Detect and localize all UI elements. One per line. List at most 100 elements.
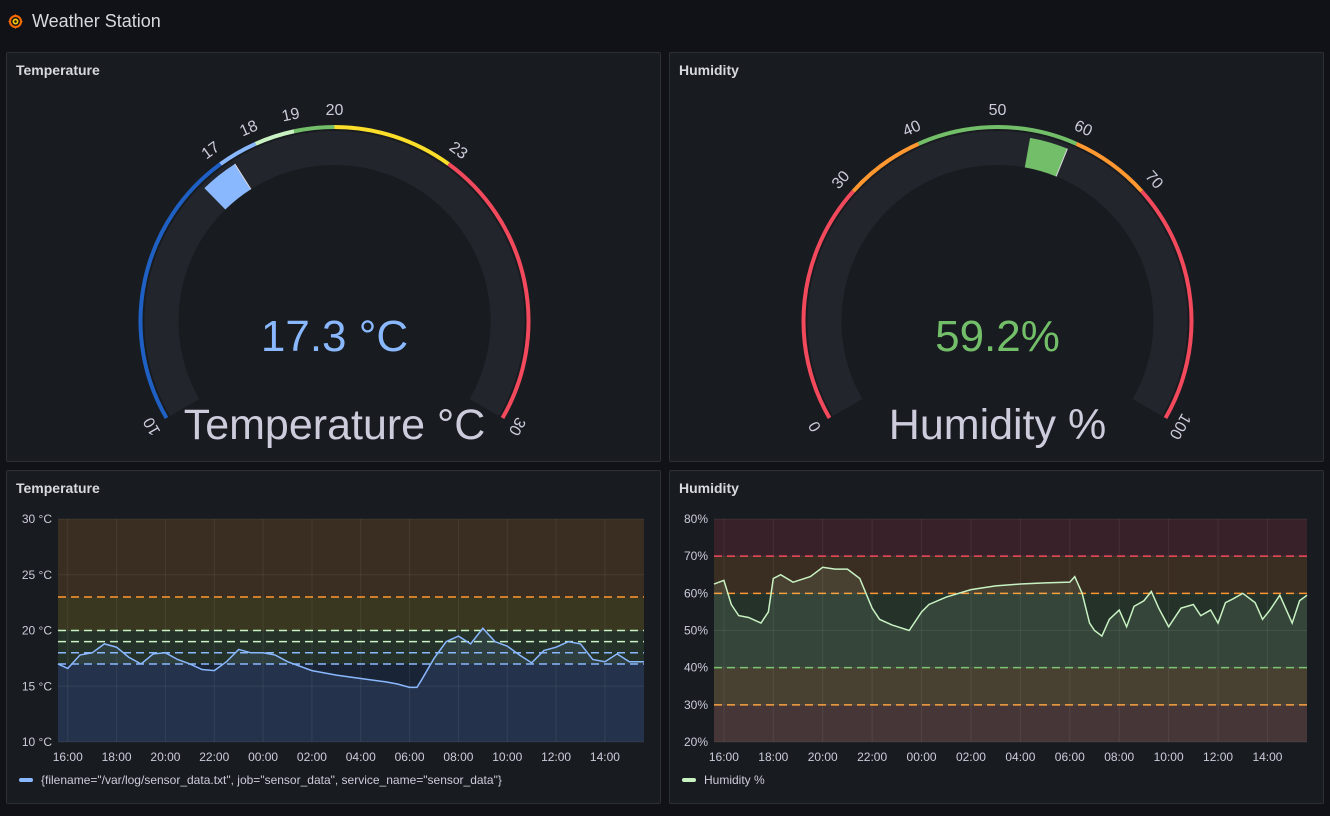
x-tick-label: 00:00 xyxy=(248,750,278,764)
temperature-chart-panel: Temperature 16:00 18:00 20:00 22:00 00:00 02:… xyxy=(6,470,661,804)
gauge-track xyxy=(807,131,1188,417)
legend-label[interactable]: {filename="/var/log/sensor_data.txt", jo… xyxy=(41,773,502,787)
gauge-tick-label: 0 xyxy=(806,418,825,434)
gauge-tick-label: 100 xyxy=(1166,410,1194,442)
x-tick-label: 06:00 xyxy=(395,750,425,764)
temperature-timeseries[interactable]: 16:00 18:00 20:00 22:00 00:00 02:00 04:00 06:00… xyxy=(7,471,662,771)
gauge-value-text: 17.3 °C xyxy=(261,312,408,361)
x-tick-label: 04:00 xyxy=(1005,750,1035,764)
grafana-logo-icon[interactable] xyxy=(7,13,24,30)
x-tick-label: 02:00 xyxy=(297,750,327,764)
legend-swatch xyxy=(19,778,33,782)
y-tick-label: 80% xyxy=(684,512,708,526)
gauge-tick-label: 23 xyxy=(446,139,470,163)
gauge-threshold-arc xyxy=(293,125,335,134)
y-tick-label: 10 °C xyxy=(22,735,52,749)
x-tick-label: 12:00 xyxy=(541,750,571,764)
threshold-band xyxy=(714,593,1307,668)
gauge-tick-label: 18 xyxy=(237,117,260,140)
gauge-needle xyxy=(234,163,252,190)
y-tick-label: 30% xyxy=(684,698,708,712)
gauge-tick-label: 20 xyxy=(326,102,344,119)
y-tick-label: 40% xyxy=(684,661,708,675)
gauge-tick-label: 30 xyxy=(829,168,854,193)
gauge-threshold-arc xyxy=(1075,141,1144,193)
humidity-gauge: 0 30 40 50 60 70 100 59.2% Humidity % xyxy=(801,102,1194,449)
y-tick-label: 50% xyxy=(684,624,708,638)
x-tick-label: 12:00 xyxy=(1203,750,1233,764)
gauge-needle xyxy=(1055,148,1068,177)
gauge-tick-label: 40 xyxy=(900,117,923,140)
gauge-threshold-arc xyxy=(219,141,257,166)
x-tick-label: 10:00 xyxy=(492,750,522,764)
x-tick-label: 08:00 xyxy=(443,750,473,764)
x-tick-label: 06:00 xyxy=(1055,750,1085,764)
gauge-threshold-arc xyxy=(801,189,855,419)
gauge-tick-label: 10 xyxy=(141,414,165,438)
threshold-band xyxy=(58,519,644,598)
legend-label[interactable]: Humidity % xyxy=(704,773,765,787)
chart-legend[interactable]: Humidity % xyxy=(682,773,765,787)
threshold-band xyxy=(714,519,1307,557)
x-tick-label: 02:00 xyxy=(956,750,986,764)
x-tick-label: 18:00 xyxy=(758,750,788,764)
threshold-band xyxy=(714,704,1307,742)
chart-legend[interactable]: {filename="/var/log/sensor_data.txt", jo… xyxy=(19,773,502,787)
x-tick-label: 00:00 xyxy=(907,750,937,764)
y-tick-label: 25 °C xyxy=(22,568,52,582)
gauge-track xyxy=(144,131,525,417)
series-line xyxy=(713,566,1308,638)
threshold-band xyxy=(58,597,644,631)
series-area xyxy=(58,628,644,742)
y-tick-label: 70% xyxy=(684,549,708,563)
series-line xyxy=(57,627,644,689)
panel-title[interactable]: Humidity xyxy=(679,62,739,78)
gauge-tick-label: 60 xyxy=(1071,118,1094,141)
gauge-tick-label: 70 xyxy=(1141,168,1166,193)
y-tick-label: 60% xyxy=(684,586,708,600)
gauge-threshold-arc xyxy=(447,162,531,419)
series-area xyxy=(714,567,1307,742)
x-tick-label: 18:00 xyxy=(102,750,132,764)
y-tick-label: 30 °C xyxy=(22,512,52,526)
y-tick-label: 20% xyxy=(684,735,708,749)
x-tick-label: 14:00 xyxy=(590,750,620,764)
x-tick-label: 08:00 xyxy=(1104,750,1134,764)
gauge-value-marker xyxy=(204,163,251,210)
x-tick-label: 16:00 xyxy=(53,750,83,764)
humidity-chart-panel: Humidity 16:00 18:00 20:00 22:00 00:00 02:00 0… xyxy=(669,470,1324,804)
temperature-gauge: 10 17 18 19 20 23 30 17.3 °C Temperature °C xyxy=(138,102,531,449)
gauge-tick-label: 50 xyxy=(989,102,1007,119)
gauge-value-marker xyxy=(1024,137,1068,177)
gauge-threshold-arc xyxy=(917,125,1078,146)
x-tick-label: 20:00 xyxy=(150,750,180,764)
top-bar: Weather Station xyxy=(0,0,1330,44)
x-tick-label: 22:00 xyxy=(857,750,887,764)
gauge-value-text: 59.2% xyxy=(935,312,1060,361)
y-tick-label: 20 °C xyxy=(22,624,52,638)
x-tick-label: 20:00 xyxy=(808,750,838,764)
temperature-gauge-panel: Temperature 10 17 18 19 20 23 30 17.3 °C Tempera… xyxy=(6,52,661,462)
x-tick-label: 04:00 xyxy=(346,750,376,764)
gauge-threshold-arc xyxy=(1140,189,1194,419)
gauge-threshold-arc xyxy=(334,125,450,166)
threshold-band xyxy=(58,630,644,664)
gauge-tick-label: 19 xyxy=(280,105,301,125)
panel-title[interactable]: Temperature xyxy=(16,62,100,78)
gauge-threshold-arc xyxy=(138,162,222,419)
humidity-timeseries[interactable]: 16:00 18:00 20:00 22:00 00:00 02:00 04:00 06:00… xyxy=(670,471,1325,771)
x-tick-label: 14:00 xyxy=(1252,750,1282,764)
gauge-tick-label: 30 xyxy=(505,414,529,438)
gauge-label: Humidity % xyxy=(889,401,1106,449)
threshold-band xyxy=(714,667,1307,705)
x-tick-label: 16:00 xyxy=(709,750,739,764)
y-tick-label: 15 °C xyxy=(22,679,52,693)
legend-swatch xyxy=(682,778,696,782)
gauge-tick-label: 17 xyxy=(199,139,223,163)
humidity-gauge-panel: Humidity 0 30 40 50 60 70 100 59.2% Humidity % xyxy=(669,52,1324,462)
gauge-threshold-arc xyxy=(254,129,295,146)
dashboard-title[interactable]: Weather Station xyxy=(32,11,161,31)
panel-title[interactable]: Humidity xyxy=(679,480,739,496)
x-tick-label: 10:00 xyxy=(1154,750,1184,764)
panel-title[interactable]: Temperature xyxy=(16,480,100,496)
